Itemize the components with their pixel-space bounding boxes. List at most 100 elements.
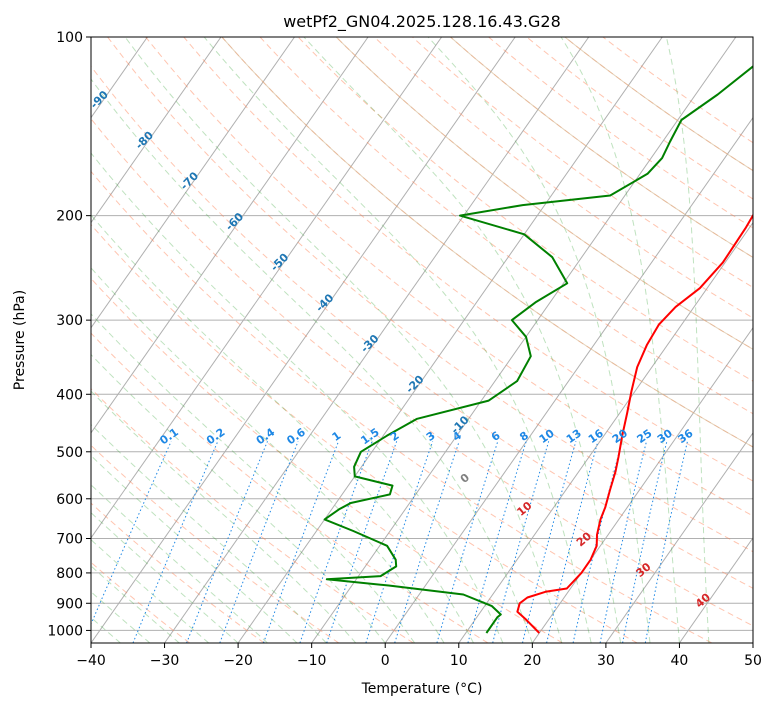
dry-adiabat-line <box>146 37 775 643</box>
moist-adiabat-label: 10 <box>514 499 534 519</box>
isotherm-line <box>91 37 515 643</box>
x-tick-label: 50 <box>744 653 762 669</box>
isotherm-label: -40 <box>313 291 336 314</box>
isotherm-line <box>679 37 775 643</box>
dry-adiabat-line <box>374 37 775 643</box>
mixing-ratio-line <box>523 441 576 643</box>
dry-adiabat-line <box>108 37 775 643</box>
isotherm-label: -100 <box>40 45 69 74</box>
x-tick-label: −10 <box>297 653 327 669</box>
isotherm-line <box>753 37 775 643</box>
isotherm-line <box>0 37 368 643</box>
x-tick-label: −40 <box>76 653 106 669</box>
x-tick-label: 0 <box>381 653 390 669</box>
x-tick-label: 40 <box>671 653 689 669</box>
x-tick-label: 30 <box>597 653 615 669</box>
mixing-ratio-label: 25 <box>634 427 654 446</box>
moist-adiabat-label: 20 <box>574 529 594 549</box>
dry-adiabat-line <box>489 37 775 643</box>
mixing-ratio-label: 36 <box>675 426 695 446</box>
moist-adiabat-line <box>0 37 326 643</box>
y-tick-label: 800 <box>56 566 83 582</box>
dry-adiabat-line <box>451 37 775 643</box>
y-tick-label: 1000 <box>47 623 83 639</box>
isotherm-label: -30 <box>358 332 381 355</box>
dry-adiabat-line <box>0 37 339 643</box>
moist-adiabat-line <box>428 37 650 643</box>
x-tick-label: −30 <box>150 653 180 669</box>
dry-adiabat-line <box>184 37 775 643</box>
moist-adiabat-line <box>0 37 297 643</box>
x-tick-label: 20 <box>523 653 541 669</box>
isotherm-label: -60 <box>223 210 246 233</box>
isotherm-line <box>0 37 221 643</box>
y-tick-label: 500 <box>56 445 83 461</box>
moist-adiabat-label: 30 <box>633 560 653 580</box>
mixing-ratio-label: 2 <box>388 429 402 444</box>
mixing-ratio-line <box>327 441 397 643</box>
mixing-ratio-label: 1 <box>330 429 344 444</box>
dry-adiabat-line <box>0 37 413 643</box>
moist-adiabat-line <box>125 37 562 643</box>
dry-adiabat-line <box>336 37 775 643</box>
dry-adiabat-line <box>0 37 637 643</box>
mixing-ratio-label: 3 <box>424 429 438 444</box>
moist-adiabat-line <box>0 37 356 643</box>
y-tick-label: 700 <box>56 532 83 548</box>
moist-adiabat-line <box>0 37 267 643</box>
y-tick-label: 900 <box>56 596 83 612</box>
dry-adiabat-line <box>0 37 712 643</box>
dewpoint-profile-line <box>325 37 775 633</box>
moist-adiabat-line <box>0 37 209 643</box>
theta-e-line <box>336 37 775 643</box>
mixing-ratio-line <box>83 441 171 643</box>
moist-adiabat-label: 40 <box>693 590 713 610</box>
moist-adiabat-label: 0 <box>458 471 472 486</box>
mixing-ratio-line <box>600 441 646 643</box>
y-axis-label: Pressure (hPa) <box>12 290 28 390</box>
mixing-ratio-label: 16 <box>586 426 606 446</box>
plot-frame <box>91 37 753 643</box>
isotherm-label: -70 <box>178 169 201 192</box>
mixing-ratio-label: 0.2 <box>204 425 227 447</box>
mixing-ratio-label: 10 <box>537 426 557 446</box>
moist-adiabat-line <box>0 37 385 643</box>
y-tick-label: 400 <box>56 387 83 403</box>
dry-adiabat-line <box>0 37 488 643</box>
x-axis-label: Temperature (°C) <box>361 681 483 697</box>
x-tick-label: 10 <box>450 653 468 669</box>
mixing-ratio-line <box>133 441 218 643</box>
mixing-ratio-line <box>187 441 268 643</box>
moist-adiabat-line <box>0 37 474 643</box>
isotherm-line <box>0 37 295 643</box>
mixing-ratio-label: 13 <box>564 427 584 446</box>
isotherm-label: -50 <box>268 251 291 274</box>
x-tick-label: −20 <box>223 653 253 669</box>
theta-e-line <box>451 37 775 643</box>
mixing-ratio-line <box>623 441 667 643</box>
mixing-ratio-label: 6 <box>489 429 503 444</box>
moist-adiabat-line <box>0 37 238 643</box>
series-layer <box>325 37 775 633</box>
y-tick-label: 300 <box>56 313 83 329</box>
mixing-ratio-label: 0.4 <box>254 425 278 447</box>
isotherm-label: -20 <box>403 372 426 395</box>
y-tick-label: 200 <box>56 209 83 225</box>
moist-adiabat-line <box>9 37 503 643</box>
dry-adiabat-line <box>0 37 190 643</box>
isotherm-label: -80 <box>133 129 156 152</box>
isotherm-line <box>385 37 775 643</box>
mixing-ratio-line <box>493 441 549 643</box>
grid-layer <box>0 37 775 643</box>
mixing-ratio-label: 1.5 <box>358 425 381 447</box>
y-tick-label: 600 <box>56 492 83 508</box>
mixing-ratio-label: 0.1 <box>157 425 180 447</box>
moist-adiabat-line <box>304 37 621 643</box>
dry-adiabat-line <box>260 37 775 643</box>
temperature-profile-line <box>517 37 775 633</box>
moist-adiabat-line <box>0 37 415 643</box>
mixing-ratio-line <box>645 441 687 643</box>
y-tick-label: 100 <box>56 30 83 46</box>
